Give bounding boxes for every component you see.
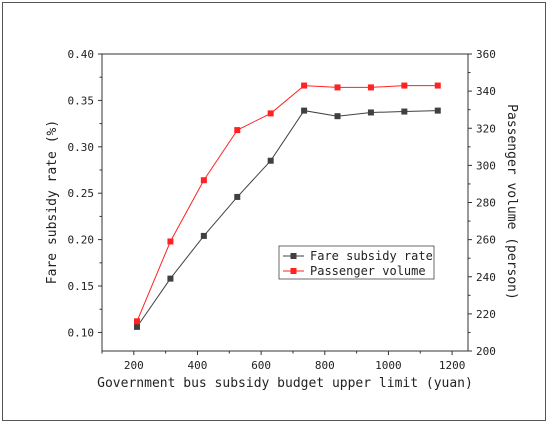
x-tick-label: 400 <box>188 359 208 372</box>
x-axis-label: Government bus subsidy budget upper limi… <box>97 376 473 391</box>
y-left-tick-label: 0.35 <box>68 94 95 107</box>
y-left-tick-label: 0.10 <box>68 326 95 339</box>
data-point-passenger-volume <box>134 318 141 325</box>
data-point-passenger-volume <box>334 84 341 91</box>
legend-label-fare-subsidy-rate: Fare subsidy rate <box>310 249 433 263</box>
y-right-tick-label: 280 <box>476 197 496 210</box>
y-axis-right-label: Passenger volume (person) <box>504 104 519 300</box>
data-point-passenger-volume <box>234 127 241 134</box>
y-left-tick-label: 0.20 <box>68 234 95 247</box>
x-tick-label: 800 <box>315 359 335 372</box>
legend: Fare subsidy rate Passenger volume <box>278 245 435 280</box>
y-left-tick-label: 0.30 <box>68 141 95 154</box>
data-point-fare-subsidy-rate <box>234 193 241 200</box>
y-left-tick-label: 0.40 <box>68 48 95 61</box>
data-point-fare-subsidy-rate <box>367 109 374 116</box>
x-tick-label: 600 <box>251 359 271 372</box>
x-tick-label: 200 <box>124 359 144 372</box>
data-point-passenger-volume <box>167 238 174 245</box>
data-point-fare-subsidy-rate <box>301 107 308 114</box>
legend-label-passenger-volume: Passenger volume <box>310 264 426 278</box>
series <box>134 82 441 330</box>
data-point-passenger-volume <box>200 177 207 184</box>
ticks: 200 400 600 800 1000 1200 0.10 0.15 0.20 0.25 0.30… <box>68 48 496 372</box>
data-point-fare-subsidy-rate <box>134 323 141 330</box>
legend-box <box>278 245 435 280</box>
y-right-tick-label: 240 <box>476 271 496 284</box>
x-tick-label: 1000 <box>375 359 402 372</box>
y-axis-left-label: Fare subsidy rate (%) <box>45 120 60 284</box>
y-right-tick-label: 340 <box>476 85 496 98</box>
data-point-passenger-volume <box>401 82 408 89</box>
data-point-fare-subsidy-rate <box>267 157 274 164</box>
series-line-passenger-volume <box>136 85 438 322</box>
data-point-fare-subsidy-rate <box>200 232 207 239</box>
y-left-tick-label: 0.15 <box>68 280 95 293</box>
data-point-passenger-volume <box>301 82 308 89</box>
y-right-tick-label: 200 <box>476 345 496 358</box>
legend-marker-passenger-volume <box>290 268 297 274</box>
data-point-fare-subsidy-rate <box>334 113 341 120</box>
data-point-fare-subsidy-rate <box>167 275 174 282</box>
y-right-tick-label: 300 <box>476 159 496 172</box>
plot-area-border <box>101 53 469 352</box>
series-line-fare-subsidy-rate <box>136 110 438 328</box>
data-point-fare-subsidy-rate <box>401 108 408 115</box>
figure-frame <box>2 2 546 421</box>
y-right-tick-label: 220 <box>476 308 496 321</box>
data-point-fare-subsidy-rate <box>434 107 441 114</box>
legend-marker-fare-subsidy-rate <box>290 253 297 259</box>
y-right-tick-label: 360 <box>476 48 496 61</box>
data-point-passenger-volume <box>267 110 274 117</box>
y-right-tick-label: 260 <box>476 234 496 247</box>
data-point-passenger-volume <box>434 82 441 89</box>
x-tick-label: 1200 <box>439 359 466 372</box>
y-right-tick-label: 320 <box>476 122 496 135</box>
axes <box>101 53 469 352</box>
y-left-tick-label: 0.25 <box>68 187 95 200</box>
data-point-passenger-volume <box>367 84 374 91</box>
